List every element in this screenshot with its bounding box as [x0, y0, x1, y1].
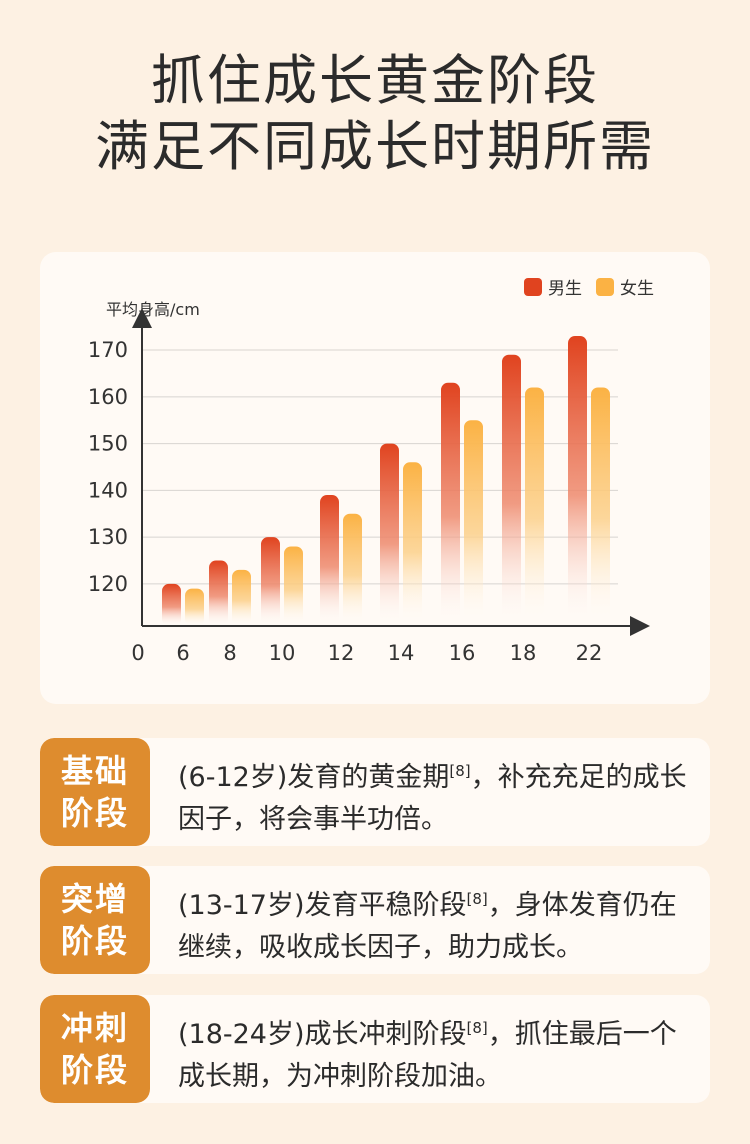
bar-girls [343, 513, 362, 626]
bar-boys [441, 382, 460, 626]
bar-boys [568, 336, 587, 626]
bar-boys [320, 495, 339, 626]
x-tick-label: 14 [388, 641, 415, 665]
bar-boys [380, 443, 399, 626]
y-tick-label: 120 [88, 572, 128, 596]
tick-labels: 120 130 140 150 160 170 0 6 8 10 12 14 16 18 22 [88, 338, 602, 665]
stage-age: (13-17岁) [178, 890, 305, 921]
y-axis-label: 平均身高/cm [106, 300, 200, 319]
stage-ref: [8] [466, 890, 488, 908]
bar-boys [261, 537, 280, 626]
stage-card-sprint: 冲刺阶段 (18-24岁)成长冲刺阶段[8]，抓住最后一个成长期，为冲刺阶段加油… [40, 995, 710, 1103]
stage-tag-label: 基础阶段 [60, 752, 129, 832]
bar-girls [232, 569, 251, 626]
legend-swatch-girls [596, 277, 614, 296]
x-tick-label: 18 [510, 641, 537, 665]
bar-girls [284, 546, 303, 626]
x-tick-label: 6 [176, 641, 189, 665]
stage-tag-label: 突增阶段 [60, 880, 129, 960]
bar-boys [209, 560, 228, 626]
y-tick-label: 160 [88, 385, 128, 409]
stage-age: (6-12岁) [178, 762, 288, 793]
x-tick-label: 16 [449, 641, 476, 665]
stage-description: (6-12岁)发育的黄金期[8]，补充充足的成长因子，将会事半功倍。 [178, 750, 694, 841]
stage-ref: [8] [466, 1019, 488, 1037]
x-tick-label: 8 [223, 641, 236, 665]
stage-age: (18-24岁) [178, 1019, 305, 1050]
bar-girls [185, 588, 204, 626]
stage-tag-label: 冲刺阶段 [60, 1009, 129, 1089]
title-line-2: 满足不同成长时期所需 [95, 115, 655, 178]
chart-legend: 男生 女生 [524, 274, 654, 299]
stage-ref: [8] [449, 762, 471, 780]
stage-description: (13-17岁)发育平稳阶段[8]，身体发育仍在继续，吸收成长因子，助力成长。 [178, 878, 694, 969]
bar-boys [162, 583, 181, 626]
legend-swatch-boys [524, 277, 542, 296]
stage-tag: 突增阶段 [40, 866, 150, 974]
legend-item-boys: 男生 [524, 274, 582, 299]
y-tick-label: 150 [88, 432, 128, 456]
stage-description: (18-24岁)成长冲刺阶段[8]，抓住最后一个成长期，为冲刺阶段加油。 [178, 1007, 694, 1098]
x-tick-label: 22 [576, 641, 603, 665]
bar-girls [403, 462, 422, 626]
page-title: 抓住成长黄金阶段 满足不同成长时期所需 [0, 48, 750, 180]
title-line-1: 抓住成长黄金阶段 [151, 49, 599, 112]
bars [162, 336, 610, 626]
x-tick-label: 10 [269, 641, 296, 665]
stage-desc: ，抓住最后一个成长期，为冲刺阶段加油。 [178, 1019, 677, 1092]
axes [132, 308, 650, 636]
stage-tag: 冲刺阶段 [40, 995, 150, 1103]
bar-girls [464, 420, 483, 626]
stage-desc: ，身体发育仍在继续，吸收成长因子，助力成长。 [178, 890, 677, 963]
stage-title: 发育的黄金期 [287, 762, 450, 793]
legend-label-girls: 女生 [620, 279, 654, 299]
y-tick-label: 170 [88, 338, 128, 362]
stage-tag: 基础阶段 [40, 738, 150, 846]
bar-girls [591, 387, 610, 626]
chart-card: 120 130 140 150 160 170 0 6 8 10 12 14 16 18 22 [40, 252, 710, 704]
bar-boys [502, 354, 521, 626]
stage-title: 发育平稳阶段 [304, 890, 467, 921]
legend-item-girls: 女生 [596, 274, 654, 299]
y-tick-label: 130 [88, 525, 128, 549]
stage-card-surge: 突增阶段 (13-17岁)发育平稳阶段[8]，身体发育仍在继续，吸收成长因子，助… [40, 866, 710, 974]
x-origin-label: 0 [131, 641, 144, 665]
y-tick-label: 140 [88, 478, 128, 502]
x-tick-label: 12 [328, 641, 355, 665]
height-bar-chart: 120 130 140 150 160 170 0 6 8 10 12 14 16 18 22 [88, 308, 650, 665]
stage-title: 成长冲刺阶段 [304, 1019, 467, 1050]
legend-label-boys: 男生 [548, 279, 582, 299]
bar-girls [525, 387, 544, 626]
stage-card-basic: 基础阶段 (6-12岁)发育的黄金期[8]，补充充足的成长因子，将会事半功倍。 [40, 738, 710, 846]
stage-desc: ，补充充足的成长因子，将会事半功倍。 [178, 762, 687, 835]
